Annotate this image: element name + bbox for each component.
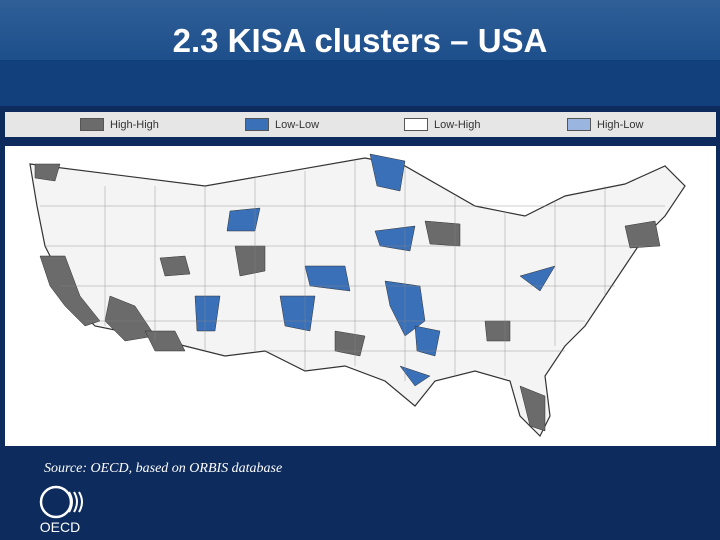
source-note: Source: OECD, based on ORBIS database xyxy=(44,461,283,476)
legend-item: Low-Low xyxy=(245,118,319,131)
high-high-clusters xyxy=(34,163,661,432)
logo-arcs xyxy=(68,491,83,513)
legend-swatch xyxy=(245,118,269,131)
legend-label: Low-Low xyxy=(275,118,320,131)
county-lines xyxy=(40,161,665,381)
logo-globe xyxy=(39,485,73,519)
legend-swatch xyxy=(80,118,104,131)
legend-item: High-High xyxy=(80,118,159,131)
logo-text: OECD xyxy=(40,519,80,535)
slide-title: 2.3 KISA clusters – USA xyxy=(172,22,548,59)
legend-label: High-High xyxy=(110,118,159,131)
header xyxy=(0,0,720,106)
legend-swatch xyxy=(404,118,428,131)
map xyxy=(5,146,716,446)
legend-label: High-Low xyxy=(597,118,644,131)
us-outline xyxy=(29,157,686,438)
legend: High-High Low-Low Low-High High-Low xyxy=(5,112,716,137)
legend-swatch xyxy=(567,118,591,131)
legend-item: Low-High xyxy=(404,118,480,131)
oecd-logo: OECD xyxy=(39,485,83,535)
legend-label: Low-High xyxy=(434,118,481,131)
legend-item: High-Low xyxy=(567,118,643,131)
